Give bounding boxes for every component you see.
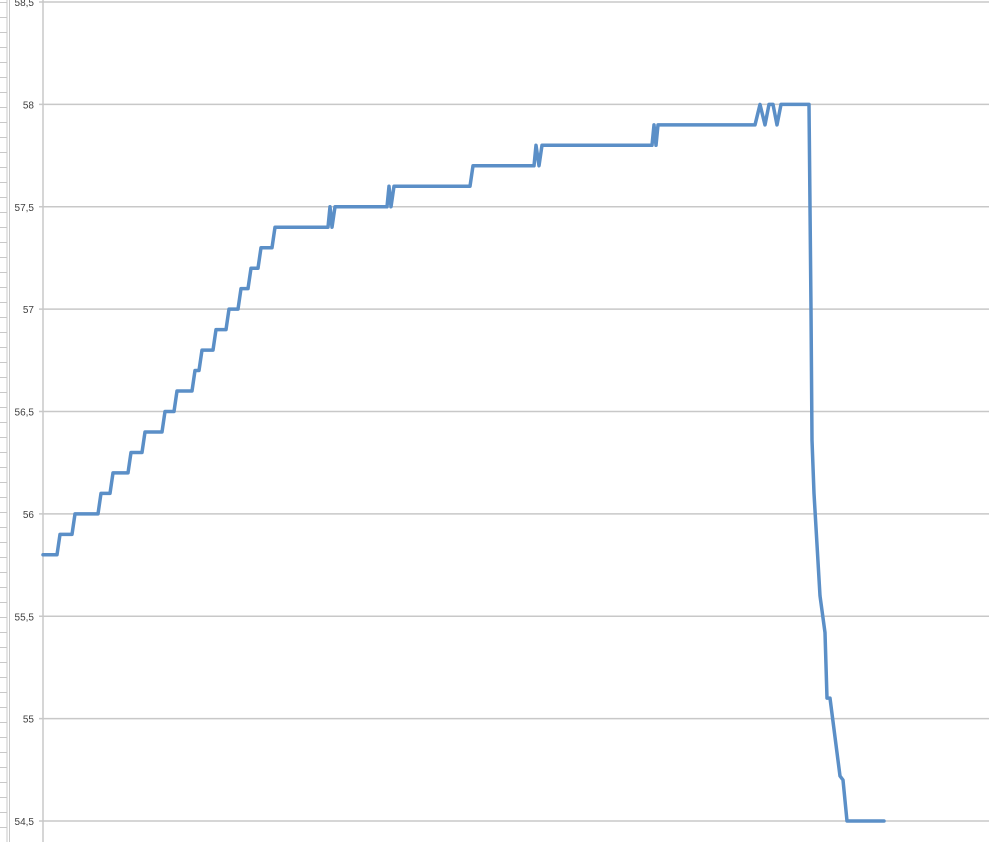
y-tick-label: 54,5 [15,817,35,828]
y-tick-label: 55 [23,715,35,726]
series-line [41,102,886,823]
y-tick-label: 57,5 [15,203,35,214]
y-tick-label: 56 [23,510,35,521]
series-group [41,102,886,823]
y-tick-label: 55,5 [15,612,35,623]
spreadsheet-row-strip [0,0,10,842]
y-tick-label: 58,5 [15,0,35,9]
y-tick-labels: 54,5 55 55,5 56 56,5 57 57,5 58 58,5 [15,0,35,828]
gridlines [39,1,989,822]
y-tick-label: 56,5 [15,408,35,419]
y-tick-label: 58 [23,100,35,111]
y-tick-label: 57 [23,305,35,316]
